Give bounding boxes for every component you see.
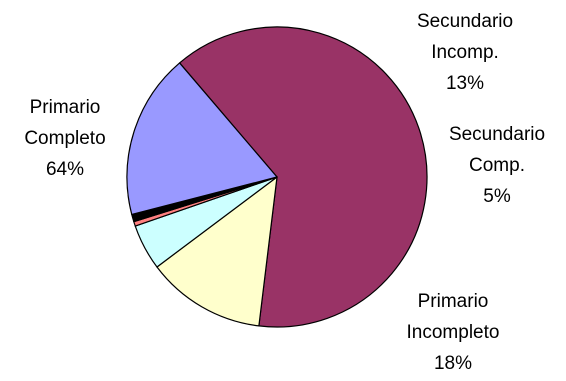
slice-name-line: Secundario [417, 11, 513, 32]
slice-name-line: Incomp. [431, 42, 499, 63]
slice-label-secundario-comp: Secundario Comp. 5% [449, 124, 545, 207]
slice-name-line: Completo [24, 128, 105, 149]
slice-percent-label: 64% [46, 159, 84, 180]
slice-label-secundario-incomp: Secundario Incomp. 13% [417, 11, 513, 94]
slice-percent-label: 18% [434, 353, 472, 374]
slice-percent-label: 13% [446, 73, 484, 94]
slice-name-line: Primario [30, 97, 101, 118]
slice-name-line: Comp. [469, 155, 525, 176]
pie-slice-primario-completo [178, 26, 428, 328]
slice-label-primario-incompleto: Primario Incompleto 18% [407, 291, 500, 374]
pie-slice-primario-incompleto [126, 62, 278, 216]
pie-slice-secundario-incomp [156, 176, 278, 327]
slice-name-line: Incompleto [407, 322, 500, 343]
slice-name-line: Primario [418, 291, 489, 312]
pie-slices [126, 26, 428, 328]
slice-percent-label: 5% [483, 186, 511, 207]
pie-labels: Primario Completo 64%Secundario Incomp. 13%S… [24, 11, 545, 374]
slice-name-line: Secundario [449, 124, 545, 145]
slice-label-primario-completo: Primario Completo 64% [24, 97, 105, 180]
